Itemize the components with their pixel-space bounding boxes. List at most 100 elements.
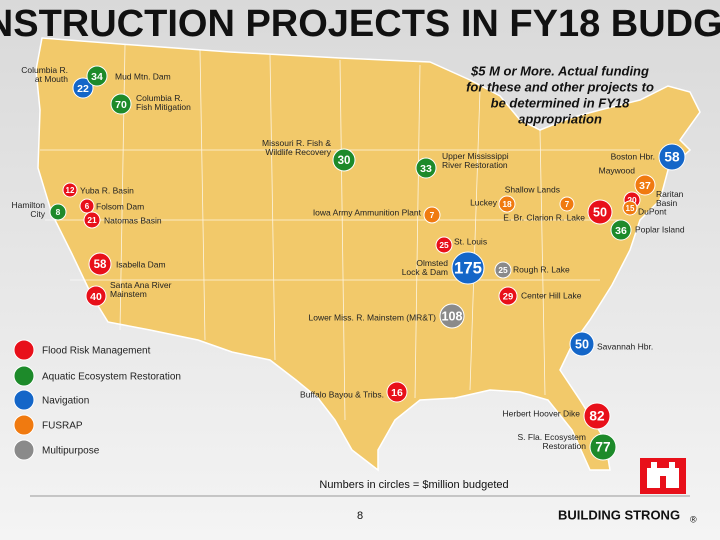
project-marker bbox=[110, 93, 132, 115]
project-amount: 36 bbox=[615, 225, 627, 237]
project-amount: 77 bbox=[595, 440, 610, 455]
legend-label: Multipurpose bbox=[42, 446, 100, 457]
project-marker bbox=[622, 200, 638, 216]
note-line: be determined in FY18 bbox=[491, 95, 630, 110]
project-label: City bbox=[30, 209, 45, 219]
project-marker bbox=[79, 198, 95, 214]
project-amount: 30 bbox=[338, 155, 351, 167]
project-marker bbox=[498, 286, 518, 306]
project-marker bbox=[569, 331, 595, 357]
project-label: Lock & Dam bbox=[402, 267, 448, 277]
project-label: Hamilton bbox=[11, 200, 45, 210]
project-amount: 22 bbox=[77, 83, 89, 95]
project-amount: 18 bbox=[502, 199, 512, 209]
project-label: Mainstem bbox=[110, 289, 147, 299]
title: CONSTRUCTION PROJECTS IN FY18 BUDGET bbox=[0, 3, 720, 45]
project-label: Isabella Dam bbox=[116, 259, 166, 269]
project-label: Wildlife Recovery bbox=[265, 147, 331, 157]
project-label: Center Hill Lake bbox=[521, 290, 582, 300]
project-amount: 82 bbox=[589, 409, 605, 424]
project-amount: 16 bbox=[391, 387, 403, 399]
project-amount: 29 bbox=[503, 292, 514, 303]
project-marker bbox=[86, 65, 108, 87]
project-marker bbox=[498, 195, 516, 213]
project-label: S. Fla. Ecosystem bbox=[518, 432, 587, 442]
project-amount: 8 bbox=[56, 207, 61, 217]
project-amount: 6 bbox=[85, 202, 90, 211]
project-label: Savannah Hbr. bbox=[597, 341, 653, 351]
brand-mark: ® bbox=[690, 514, 697, 524]
legend-label: Navigation bbox=[42, 396, 89, 407]
project-marker bbox=[72, 77, 94, 99]
project-amount: 50 bbox=[575, 337, 589, 351]
project-amount: 15 bbox=[626, 204, 635, 213]
brand: BUILDING STRONG bbox=[558, 507, 680, 522]
project-label: Shallow Lands bbox=[505, 184, 560, 194]
page-number: 8 bbox=[357, 510, 363, 522]
project-label: River Restoration bbox=[442, 160, 508, 170]
project-label: DuPont bbox=[638, 206, 667, 216]
project-marker bbox=[587, 199, 613, 225]
note-line: for these and other projects to bbox=[466, 79, 654, 94]
footnote: Numbers in circles = $million budgeted bbox=[319, 479, 508, 491]
project-amount: 7 bbox=[565, 200, 570, 209]
project-label: Raritan bbox=[656, 189, 684, 199]
project-label: Restoration bbox=[543, 441, 587, 451]
project-marker bbox=[589, 433, 617, 461]
project-marker bbox=[386, 381, 408, 403]
project-amount: 37 bbox=[639, 180, 651, 192]
project-label: St. Louis bbox=[454, 236, 487, 246]
legend-swatch bbox=[13, 339, 35, 361]
project-label: Boston Hbr. bbox=[611, 151, 655, 161]
project-label: Buffalo Bayou & Tribs. bbox=[300, 389, 384, 399]
project-amount: 40 bbox=[90, 291, 102, 303]
project-marker bbox=[423, 206, 441, 224]
project-amount: 25 bbox=[439, 240, 449, 250]
project-label: Basin bbox=[656, 198, 678, 208]
project-label: Lower Miss. R. Mainstem (MR&T) bbox=[308, 312, 436, 322]
project-marker bbox=[494, 261, 512, 279]
project-marker bbox=[49, 203, 67, 221]
legend-swatch bbox=[13, 365, 35, 387]
project-label: Olmsted bbox=[416, 258, 448, 268]
project-amount: 108 bbox=[441, 309, 462, 323]
project-amount: 58 bbox=[664, 150, 680, 165]
project-label: Herbert Hoover Dike bbox=[503, 408, 581, 418]
project-amount: 50 bbox=[593, 205, 607, 219]
project-label: Yuba R. Basin bbox=[80, 185, 134, 195]
project-label: Missouri R. Fish & bbox=[262, 138, 331, 148]
project-label: Mud Mtn. Dam bbox=[115, 71, 171, 81]
project-amount: 12 bbox=[66, 186, 75, 195]
legend-label: Flood Risk Management bbox=[42, 346, 151, 357]
project-amount: 21 bbox=[87, 215, 97, 225]
project-amount: 34 bbox=[91, 71, 103, 83]
legend-swatch bbox=[13, 389, 35, 411]
note-line: $5 M or More. Actual funding bbox=[470, 63, 649, 78]
legend-label: FUSRAP bbox=[42, 421, 83, 432]
project-amount: 7 bbox=[430, 210, 435, 220]
project-amount: 175 bbox=[454, 258, 482, 277]
project-amount: 20 bbox=[627, 195, 637, 205]
project-label: Rough R. Lake bbox=[513, 264, 570, 274]
project-marker bbox=[439, 303, 465, 329]
project-label: Santa Ana River bbox=[110, 280, 172, 290]
project-label: Columbia R. bbox=[136, 93, 183, 103]
project-label: Fish Mitigation bbox=[136, 102, 191, 112]
project-marker bbox=[88, 252, 112, 276]
project-marker bbox=[83, 211, 101, 229]
project-label: Maywood bbox=[599, 165, 636, 175]
project-label: E. Br. Clarion R. Lake bbox=[503, 212, 585, 222]
note-line: appropriation bbox=[518, 111, 602, 126]
project-marker bbox=[634, 174, 656, 196]
project-marker bbox=[62, 182, 78, 198]
castle-logo bbox=[640, 458, 686, 494]
project-label: at Mouth bbox=[35, 74, 68, 84]
project-marker bbox=[451, 251, 485, 285]
project-marker bbox=[559, 196, 575, 212]
project-label: Folsom Dam bbox=[96, 201, 144, 211]
project-amount: 25 bbox=[498, 265, 508, 275]
project-marker bbox=[332, 148, 356, 172]
project-marker bbox=[583, 402, 611, 430]
project-label: Luckey bbox=[470, 197, 498, 207]
